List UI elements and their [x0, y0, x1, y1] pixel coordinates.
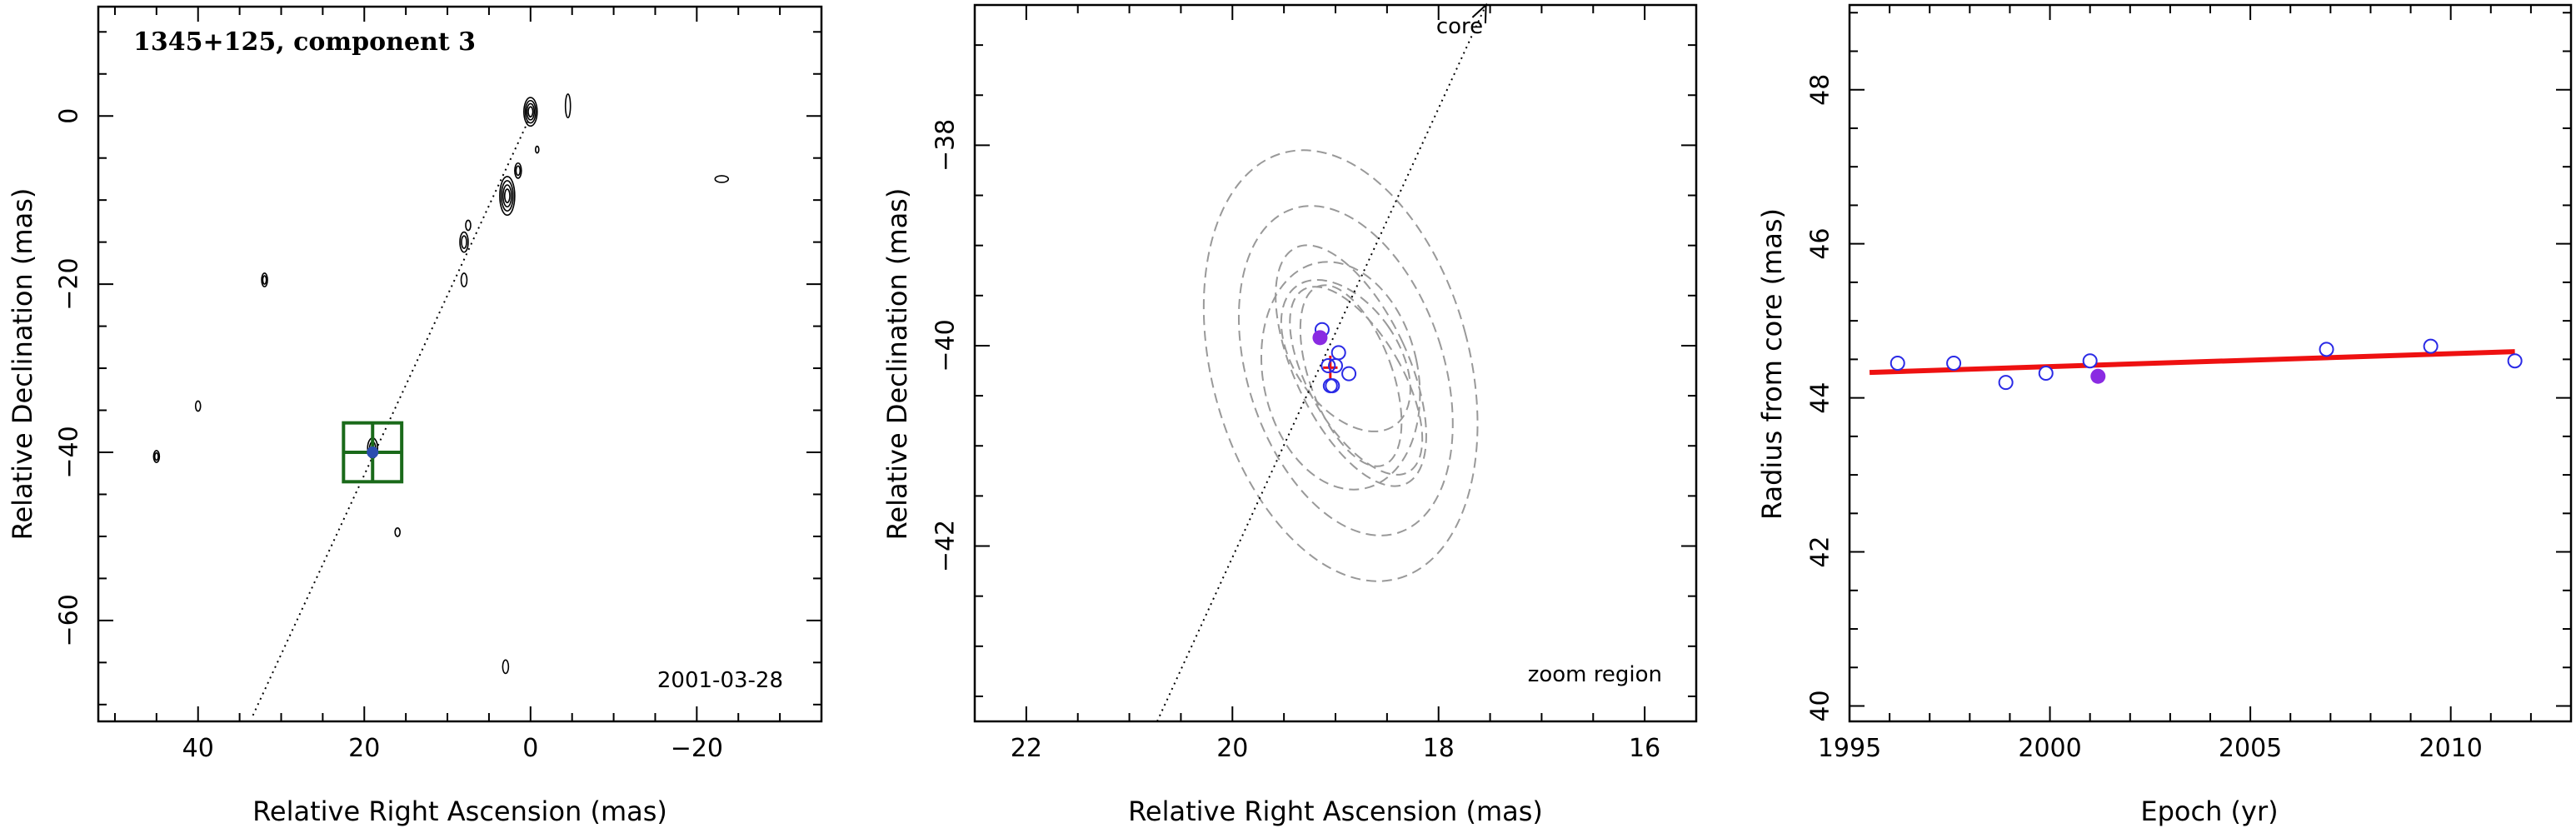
left-contour-ring: [524, 99, 537, 124]
right-plot-content: [1869, 338, 2523, 391]
middle-open-point: [1325, 378, 1340, 394]
left-contour-ring: [714, 175, 730, 183]
middle-beam-ellipse: [1280, 279, 1411, 432]
left-x-tick-label: 40: [182, 734, 214, 763]
right-open-point: [2507, 353, 2523, 369]
middle-filled-point: [1312, 330, 1328, 346]
middle-y-tick-label: −40: [931, 319, 961, 372]
left-contour-ring: [394, 527, 401, 537]
middle-plot-frame: [973, 3, 1698, 723]
middle-beam-ellipse: [1275, 244, 1427, 487]
left-panel-title: 1345+125, component 3: [133, 27, 476, 57]
right-y-axis-title: Radius from core (mas): [1756, 208, 1788, 520]
left-contour-ring: [501, 180, 514, 212]
right-filled-point: [2090, 368, 2106, 384]
right-x-tick-label: 2005: [2219, 734, 2282, 763]
middle-beam-ellipse: [1299, 284, 1403, 467]
left-y-tick-label: −20: [55, 257, 84, 310]
left-contour-ring: [459, 231, 469, 253]
right-x-tick-label: 1995: [1818, 734, 1881, 763]
left-y-tick-label: −40: [55, 426, 84, 478]
left-contour-ring: [262, 275, 267, 285]
middle-ticks: 22 20 18 16 −38 −40 −42: [931, 5, 1697, 763]
middle-core-label: core: [1436, 14, 1483, 39]
left-contour-ring: [194, 400, 202, 412]
left-x-tick-label: 20: [348, 734, 380, 763]
right-x-tick-label: 2000: [2018, 734, 2081, 763]
right-y-tick-label: 48: [1806, 74, 1835, 106]
left-x-tick-label: −20: [671, 734, 723, 763]
middle-x-tick-label: 22: [1011, 734, 1042, 763]
middle-x-tick-label: 20: [1216, 734, 1248, 763]
middle-x-tick-label: 18: [1423, 734, 1455, 763]
left-contour-ring: [261, 272, 268, 287]
left-date-annotation: 2001-03-28: [657, 668, 783, 693]
right-open-point: [2038, 366, 2054, 382]
right-open-point: [2423, 338, 2439, 354]
middle-open-point: [1330, 345, 1346, 361]
right-y-tick-label: 40: [1806, 690, 1835, 721]
right-fit-line: [1869, 349, 2515, 376]
left-plot-frame: [97, 5, 823, 723]
left-contour-ring: [460, 272, 468, 287]
right-y-tick-label: 44: [1806, 382, 1835, 414]
left-contour-ring: [534, 145, 540, 154]
middle-beam-ellipse: [1289, 286, 1424, 476]
right-open-point: [1998, 375, 2014, 391]
right-x-tick-label: 2010: [2419, 734, 2482, 763]
left-contour-ring: [523, 97, 538, 127]
left-component-marker: [367, 446, 379, 458]
middle-zoom-annotation: zoom region: [1528, 662, 1662, 687]
left-plot-content: [152, 93, 730, 718]
left-y-tick-label: −60: [55, 594, 84, 646]
left-contour-ring: [152, 450, 161, 463]
middle-beam-ellipse: [1202, 149, 1479, 582]
left-contour-ring: [527, 106, 534, 117]
left-x-axis-title: Relative Right Ascension (mas): [252, 796, 667, 827]
right-open-point: [2319, 342, 2334, 357]
middle-open-point: [1328, 358, 1343, 374]
middle-open-point: [1341, 366, 1357, 382]
middle-x-tick-label: 16: [1629, 734, 1660, 763]
left-contour-ring: [515, 165, 522, 177]
left-y-axis-title: Relative Declination (mas): [7, 188, 38, 541]
middle-y-tick-label: −42: [931, 520, 961, 572]
left-ticks: 40 20 0 −20 0 −20 −40 −60: [55, 7, 822, 763]
middle-beam-ellipse: [1237, 205, 1454, 536]
middle-open-point: [1320, 358, 1336, 374]
left-contour-ring: [499, 176, 516, 217]
left-contour-ring: [502, 184, 512, 208]
middle-x-axis-title: Relative Right Ascension (mas): [1128, 796, 1543, 827]
right-ticks: 1995 2000 2005 2010 40 42 44 46 48: [1806, 5, 2572, 763]
left-contour-ring: [526, 102, 536, 121]
middle-plot-content: [1156, 2, 1487, 722]
right-y-tick-label: 42: [1806, 536, 1835, 567]
left-contour-ring: [502, 659, 510, 675]
left-contour-ring: [564, 93, 572, 119]
left-contour-ring: [503, 188, 511, 203]
left-y-tick-label: 0: [55, 108, 84, 124]
right-open-point: [1946, 356, 1962, 371]
panel-zoom-region: 22 20 18 16 −38 −40 −42 zoom region core Relat…: [881, 2, 1698, 827]
panel-radius-vs-epoch: 1995 2000 2005 2010 40 42 44 46 48 Epoch (yr) Ra…: [1756, 3, 2573, 827]
left-contour-ring: [153, 451, 159, 461]
middle-y-axis-title: Relative Declination (mas): [881, 188, 913, 541]
middle-y-tick-label: −38: [931, 119, 961, 172]
left-contour-ring: [461, 235, 467, 249]
middle-beam-ellipse: [1260, 261, 1421, 491]
right-x-axis-title: Epoch (yr): [2140, 796, 2278, 827]
left-x-tick-label: 0: [522, 734, 538, 763]
right-y-tick-label: 46: [1806, 228, 1835, 260]
right-open-point: [1890, 356, 1905, 371]
panel-contour-map: 40 20 0 −20 0 −20 −40 −60 1345+125, component 3…: [7, 5, 823, 827]
left-jet-axis-line: [251, 115, 532, 718]
left-contour-ring: [465, 219, 472, 232]
right-open-point: [2082, 353, 2098, 369]
left-contour-ring: [514, 162, 522, 179]
